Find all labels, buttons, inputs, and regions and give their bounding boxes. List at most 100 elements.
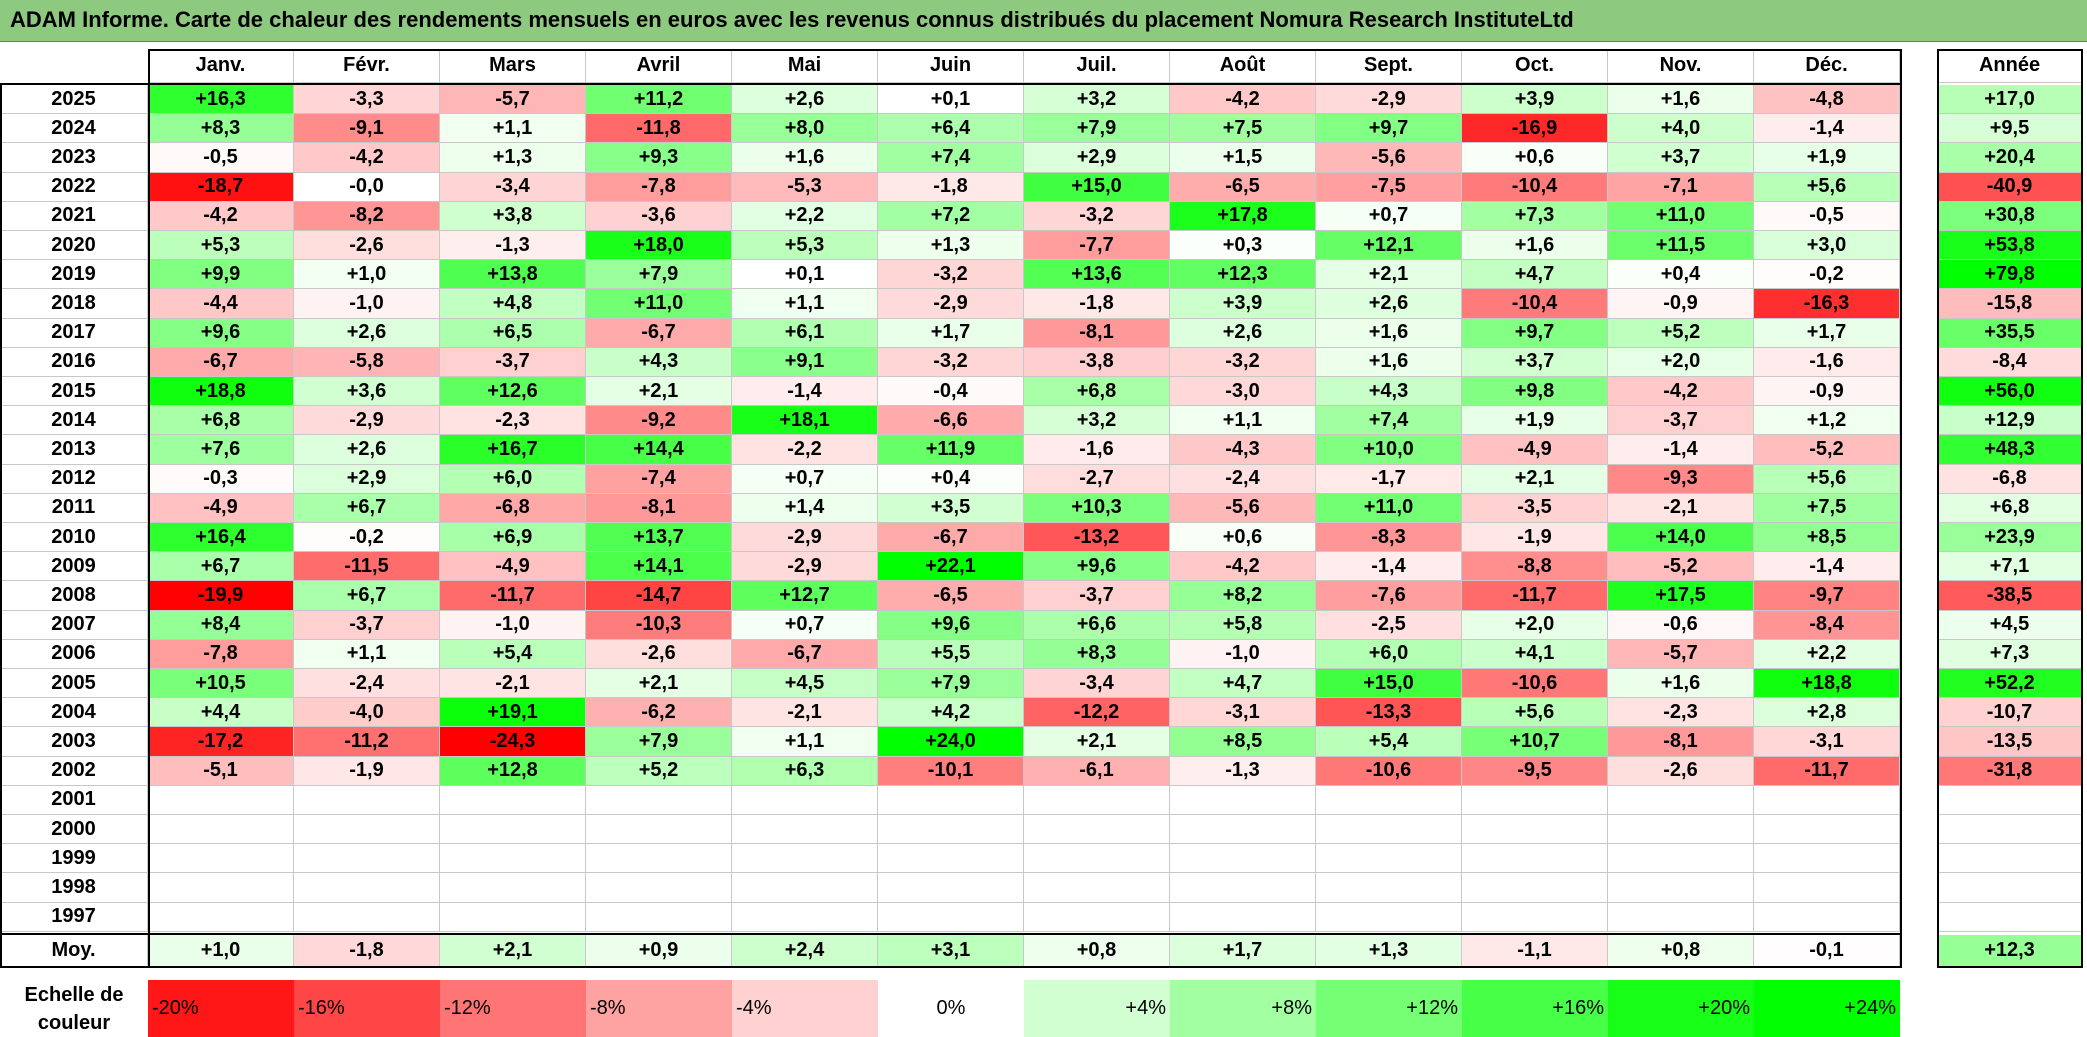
heatmap-cell: -7,1 [1608,172,1754,202]
heatmap-cell [878,815,1024,845]
heatmap-cell: +3,0 [1754,231,1900,261]
column-header: Nov. [1608,49,1754,83]
heatmap-cell: -2,2 [732,435,878,465]
row-year-label: 2013 [0,435,148,465]
heatmap-cell [1608,873,1754,903]
annual-cell: +23,9 [1937,523,2083,553]
column-header: Juin [878,49,1024,83]
heatmap-cell: -0,2 [1754,260,1900,290]
annual-cell: +12,9 [1937,406,2083,436]
heatmap-cell: +2,6 [294,435,440,465]
heatmap-cell: +14,1 [586,552,732,582]
heatmap-cell: +3,5 [878,493,1024,523]
annual-cell [1937,815,2083,845]
heatmap-cell [1754,873,1900,903]
row-year-label: 2018 [0,289,148,319]
heatmap-cell: +2,9 [294,464,440,494]
heatmap-cell [1608,844,1754,874]
heatmap-cell: +14,0 [1608,523,1754,553]
heatmap-cell: +9,1 [732,347,878,377]
heatmap-cell: -1,4 [732,377,878,407]
row-year-label: 2023 [0,143,148,173]
heatmap-cell: +9,6 [1024,552,1170,582]
heatmap-cell: -0,9 [1608,289,1754,319]
heatmap-cell: -0,5 [148,143,294,173]
heatmap-cell: +6,9 [440,523,586,553]
heatmap-cell: +3,9 [1170,289,1316,319]
heatmap-cell: -1,4 [1754,552,1900,582]
heatmap-cell: +2,6 [294,318,440,348]
heatmap-cell: -9,7 [1754,581,1900,611]
heatmap-cell: +2,6 [1170,318,1316,348]
color-scale-step: +4% [1024,980,1170,1037]
heatmap-cell: +4,8 [440,289,586,319]
heatmap-cell [586,844,732,874]
heatmap-cell: -2,1 [1608,493,1754,523]
heatmap-cell: -17,2 [148,727,294,757]
heatmap-cell: -0,6 [1608,610,1754,640]
row-year-label: 2000 [0,815,148,845]
heatmap-cell: -5,1 [148,756,294,786]
heatmap-cell: +1,7 [1754,318,1900,348]
heatmap-cell: +13,6 [1024,260,1170,290]
heatmap-cell: -0,0 [294,172,440,202]
heatmap-cell [440,785,586,815]
heatmap-cell: -1,4 [1754,114,1900,144]
average-cell: +2,1 [440,935,586,967]
annual-cell: +6,8 [1937,493,2083,523]
heatmap-cell: -5,6 [1170,493,1316,523]
heatmap-cell: +1,1 [732,289,878,319]
heatmap-cell: +0,7 [732,610,878,640]
heatmap-cell: -3,5 [1462,493,1608,523]
heatmap-cell: +1,6 [1316,347,1462,377]
annual-cell: +4,5 [1937,610,2083,640]
heatmap-cell: -5,7 [1608,639,1754,669]
column-header: Août [1170,49,1316,83]
heatmap-cell: +12,3 [1170,260,1316,290]
heatmap-cell: +1,6 [732,143,878,173]
average-cell: +0,9 [586,935,732,967]
heatmap-cell: -8,1 [1608,727,1754,757]
heatmap-cell: +8,5 [1170,727,1316,757]
heatmap-cell: -13,2 [1024,523,1170,553]
annual-cell: +17,0 [1937,85,2083,115]
heatmap-cell: +16,4 [148,523,294,553]
heatmap-cell: +8,4 [148,610,294,640]
year-column-header: Année [1937,49,2083,83]
heatmap-cell: +1,6 [1608,85,1754,115]
heatmap-cell: -2,3 [1608,698,1754,728]
heatmap-cell: +0,1 [878,85,1024,115]
heatmap-cell [1462,785,1608,815]
row-year-label: 2011 [0,493,148,523]
heatmap-cell: +12,6 [440,377,586,407]
heatmap-cell: -1,8 [1024,289,1170,319]
heatmap-cell: -3,2 [1170,347,1316,377]
color-scale-step: +8% [1170,980,1316,1037]
heatmap-cell [294,873,440,903]
heatmap-cell: -3,8 [1024,347,1170,377]
heatmap-cell: +0,7 [732,464,878,494]
heatmap-cell: +12,8 [440,756,586,786]
heatmap-cell: -4,8 [1754,85,1900,115]
heatmap-cell: +18,8 [1754,669,1900,699]
heatmap-cell: +10,0 [1316,435,1462,465]
heatmap-cell: +6,3 [732,756,878,786]
heatmap-cell: -10,4 [1462,289,1608,319]
heatmap-cell: +2,0 [1462,610,1608,640]
heatmap-cell: -4,9 [1462,435,1608,465]
heatmap-cell: +2,2 [1754,639,1900,669]
annual-cell: -40,9 [1937,172,2083,202]
row-year-label: 2017 [0,318,148,348]
heatmap-cell: -2,6 [586,639,732,669]
heatmap-cell: +16,7 [440,435,586,465]
heatmap-cell: -8,3 [1316,523,1462,553]
heatmap-cell: -10,1 [878,756,1024,786]
heatmap-cell: +11,2 [586,85,732,115]
heatmap-cell [1170,844,1316,874]
heatmap-cell: +9,6 [148,318,294,348]
heatmap-cell: +7,4 [1316,406,1462,436]
heatmap-cell: -4,2 [148,201,294,231]
annual-cell: +7,3 [1937,639,2083,669]
heatmap-cell [732,785,878,815]
heatmap-cell: -2,1 [732,698,878,728]
